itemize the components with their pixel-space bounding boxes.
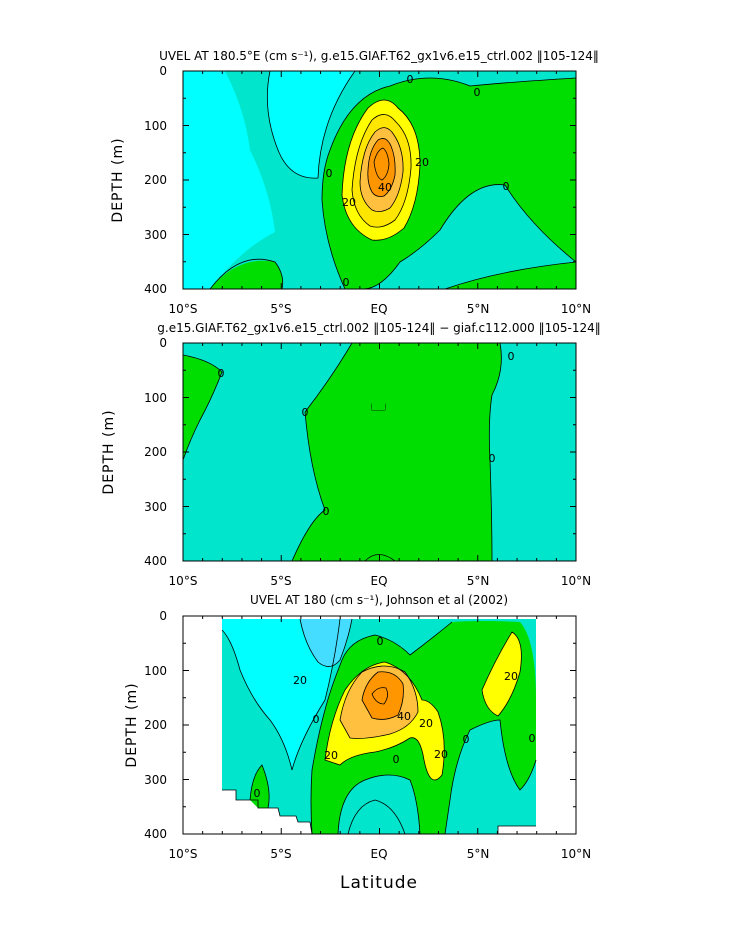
panel-2-contour-label: 0 [218,367,225,380]
panel-1-cyan-region [183,71,355,179]
panel-2-ticks [182,342,577,562]
panel-3-ytick: 200 [144,718,167,732]
panel-1-ytick: 200 [144,173,167,187]
panel-1-contour-labels: 0 0 0 0 0 20 20 40 [326,73,510,289]
panel-1-ytick: 400 [144,282,167,296]
x-axis-label: Latitude [340,873,418,893]
panel-3-contour-label: 20 [504,670,518,683]
panel-1-y-ticklabels: 0 100 200 300 400 [144,64,167,296]
panel-2-y-ticklabels: 0 100 200 300 400 [144,336,167,568]
panel-1-ticks [182,70,577,290]
panel-2-green-region-center [292,343,502,561]
panel-1-contour-label: 0 [343,276,350,289]
panel-3-cyan-region [222,619,340,770]
panel-3-blue-core [300,619,352,667]
panel-3-level-20-east [482,632,522,716]
panel-3-ytick: 100 [144,664,167,678]
panel-3-ytick: 300 [144,773,167,787]
panel-3-contour-label: 0 [377,635,384,648]
panel-3-xtick: 10°S [169,847,198,861]
panel-1-contour-label: 40 [378,181,392,194]
panel-2-green-region-west [183,355,222,460]
panel-3-contour-label: 20 [293,674,307,687]
panel-2-xtick: 10°S [169,574,198,588]
panel-2-small-patch [372,400,385,410]
panel-1-x-ticklabels: 10°S 5°S EQ 5°N 10°N [169,302,592,316]
panel-2-contour-label: 0 [302,406,309,419]
panel-1: UVEL AT 180.5°E (cm s⁻¹), g.e15.GIAF.T62… [110,49,599,316]
panel-2-field [183,343,576,561]
panel-1-cyan-region-south [183,71,275,289]
panel-3-contour-label: 20 [324,749,338,762]
panel-2-ytick: 100 [144,391,167,405]
panel-3-title: UVEL AT 180 (cm s⁻¹), Johnson et al (200… [250,593,508,607]
panel-3-y-ticklabels: 0 100 200 300 400 [144,609,167,841]
panel-1-xtick: EQ [370,302,387,316]
panel-3-xtick: EQ [370,847,387,861]
panel-2: g.e15.GIAF.T62_gx1v6.e15_ctrl.002 ‖105-1… [101,321,601,588]
panel-3-contour-label: 0 [529,732,536,745]
panel-3-green-region-sw [250,765,270,808]
panel-3-contour-labels: 0 0 0 0 0 0 20 20 20 20 20 40 [254,635,536,800]
panel-3-xtick: 5°S [270,847,291,861]
panel-2-ytick: 300 [144,500,167,514]
panel-3-contour-label: 20 [419,717,433,730]
panel-1-xtick: 10°N [561,302,591,316]
panel-1-ytick: 300 [144,228,167,242]
panel-3-x-ticklabels: 10°S 5°S EQ 5°N 10°N [169,847,592,861]
panel-1-contour-label: 0 [407,73,414,86]
panel-1-contour-label: 0 [474,86,481,99]
panel-2-xtick: 5°S [270,574,291,588]
panel-1-ytick: 100 [144,119,167,133]
panel-2-title: g.e15.GIAF.T62_gx1v6.e15_ctrl.002 ‖105-1… [157,321,600,335]
panel-2-contour-label: 0 [323,505,330,518]
panel-1-xtick: 10°S [169,302,198,316]
panel-2-contour-labels: 0 0 0 0 0 [218,350,515,518]
panel-3-contour-label: 20 [434,748,448,761]
panel-1-ylabel: DEPTH (m) [110,137,126,222]
panel-1-field [183,71,576,289]
panel-3-xtick: 10°N [561,847,591,861]
panel-1-xtick: 5°S [270,302,291,316]
panel-1-green-region-sw [210,260,283,289]
panel-3-contour-label: 0 [254,787,261,800]
panel-1-contour-label: 20 [342,196,356,209]
panel-1-ytick: 0 [159,64,167,78]
panel-3-level-50 [362,671,404,720]
panel-2-ylabel: DEPTH (m) [101,409,117,494]
panel-2-contour-label: 0 [508,350,515,363]
panel-3-ticks [182,615,577,835]
panel-1-contour-label: 0 [503,180,510,193]
panel-2-xtick: 10°N [561,574,591,588]
panel-2-x-ticklabels: 10°S 5°S EQ 5°N 10°N [169,574,592,588]
panel-2-contour-label: 0 [489,452,496,465]
panel-1-level-60 [367,138,396,197]
panel-2-xtick: EQ [370,574,387,588]
panel-3-ytick: 0 [159,609,167,623]
panel-2-xtick: 5°N [467,574,490,588]
panel-2-ytick: 200 [144,445,167,459]
panel-3-xtick: 5°N [467,847,490,861]
panel-3-contour-label: 40 [397,710,411,723]
panel-3-contour-label: 0 [463,733,470,746]
panel-1-title: UVEL AT 180.5°E (cm s⁻¹), g.e15.GIAF.T62… [159,49,599,63]
panel-3: UVEL AT 180 (cm s⁻¹), Johnson et al (200… [124,593,591,861]
panel-3-contour-label: 0 [313,713,320,726]
panel-1-contour-label: 20 [415,156,429,169]
panel-1-contour-label: 0 [326,167,333,180]
panel-1-xtick: 5°N [467,302,490,316]
panel-3-contour-label: 0 [393,753,400,766]
panel-3-ylabel: DEPTH (m) [124,682,140,767]
panel-2-ytick: 400 [144,554,167,568]
panel-3-field [183,616,576,834]
panel-2-ytick: 0 [159,336,167,350]
panel-3-ytick: 400 [144,827,167,841]
panel-1-green-region-se [445,262,576,289]
